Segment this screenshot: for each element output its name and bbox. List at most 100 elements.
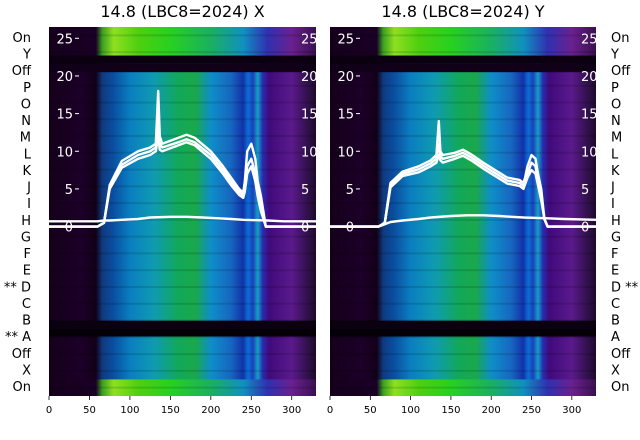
row-label: X	[611, 363, 620, 378]
x-tick-label: 50	[364, 405, 377, 416]
x-tick-label: 50	[83, 405, 96, 416]
heatmap-band	[330, 27, 596, 56]
row-label: K	[611, 164, 620, 179]
x-tick-label: 100	[401, 405, 420, 416]
y-tick-label: 25	[337, 32, 354, 47]
row-label: On	[13, 380, 31, 395]
row-label: O	[611, 97, 621, 112]
row-label: I	[27, 197, 31, 212]
heatmap-band	[49, 27, 316, 56]
row-label: Off	[12, 64, 32, 79]
y-tick-label-right: 0	[301, 221, 309, 236]
row-label: D **	[611, 280, 639, 295]
row-label: On	[611, 31, 629, 46]
series-line	[330, 214, 597, 228]
y-tick-label-right: 25	[301, 32, 318, 47]
x-tick-label: 0	[327, 405, 333, 416]
chart-title: 14.8 (LBC8=2024) Y	[381, 2, 544, 21]
y-tick-label-right: 25	[581, 32, 598, 47]
row-label: L	[611, 147, 619, 162]
y-tick-label-right: 10	[581, 145, 598, 160]
heatmap-body	[330, 27, 596, 396]
row-label: On	[611, 380, 629, 395]
row-label: H	[611, 214, 621, 229]
heatmap-band	[49, 63, 316, 73]
heatmap-band	[330, 320, 596, 329]
y-tick-label: 0	[65, 221, 73, 236]
row-label: B	[611, 314, 620, 329]
row-label: F	[611, 247, 618, 262]
y-tick-label-right: 5	[581, 183, 589, 198]
row-label: L	[24, 147, 32, 162]
y-tick-label-right: 20	[581, 70, 598, 85]
series-line	[49, 215, 316, 223]
x-tick-label: 250	[242, 405, 261, 416]
heatmap-image	[49, 27, 316, 396]
row-label: O	[21, 97, 31, 112]
row-label: Y	[22, 48, 31, 63]
x-tick-label: 150	[441, 405, 460, 416]
row-label: ** A	[5, 330, 31, 345]
row-label: N	[21, 114, 31, 129]
y-tick-label: 5	[346, 183, 354, 198]
series-line	[49, 89, 316, 228]
heatmap-band	[49, 55, 316, 64]
row-label: Off	[611, 64, 631, 79]
row-label: X	[22, 363, 31, 378]
row-label: E	[23, 264, 31, 279]
row-label: G	[21, 230, 31, 245]
heatmap-band	[330, 379, 596, 396]
row-label: E	[611, 264, 619, 279]
x-tick-label: 200	[201, 405, 220, 416]
y-tick-label: 15	[337, 108, 354, 123]
x-tick-label: 150	[161, 405, 180, 416]
y-tick-label-right: 0	[581, 221, 589, 236]
y-tick-label: 10	[337, 145, 354, 160]
y-tick-label: 5	[65, 183, 73, 198]
y-tick-label: 15	[56, 108, 73, 123]
row-label: ** D	[4, 280, 31, 295]
heatmap-band	[49, 379, 316, 396]
y-tick-label: 0	[346, 221, 354, 236]
x-tick-label: 0	[46, 405, 52, 416]
row-label: On	[13, 31, 31, 46]
y-tick-label-right: 15	[581, 108, 598, 123]
y-tick-label-right: 5	[301, 183, 309, 198]
x-tick-label: 200	[482, 405, 501, 416]
heatmap-body	[49, 27, 316, 396]
y-tick-label-right: 20	[301, 70, 318, 85]
row-label: J	[610, 181, 615, 196]
row-label: H	[21, 214, 31, 229]
heatmap-band	[330, 55, 596, 64]
y-tick-label-right: 15	[301, 108, 318, 123]
heatmap-image	[330, 27, 596, 396]
row-label: B	[22, 314, 31, 329]
y-tick-label: 20	[56, 70, 73, 85]
row-label: I	[611, 197, 615, 212]
row-label: M	[611, 131, 622, 146]
row-label: N	[611, 114, 621, 129]
y-tick-label: 25	[56, 32, 73, 47]
series-line	[49, 119, 316, 228]
x-tick-label: 250	[522, 405, 541, 416]
row-label: P	[611, 81, 619, 96]
x-tick-label: 100	[120, 405, 139, 416]
y-tick-label: 20	[337, 70, 354, 85]
row-label: Y	[610, 48, 619, 63]
y-tick-label: 10	[56, 145, 73, 160]
heatmap-band	[49, 328, 316, 337]
x-tick-label: 300	[282, 405, 301, 416]
row-label: Off	[12, 347, 32, 362]
series-line	[49, 135, 316, 228]
heatmap-band	[330, 328, 596, 337]
row-label: C	[22, 297, 31, 312]
y-tick-label-right: 10	[301, 145, 318, 160]
chart-title: 14.8 (LBC8=2024) X	[100, 2, 264, 21]
row-label: J	[26, 181, 31, 196]
row-label: K	[22, 164, 31, 179]
row-label: P	[23, 81, 31, 96]
row-label: M	[20, 131, 31, 146]
